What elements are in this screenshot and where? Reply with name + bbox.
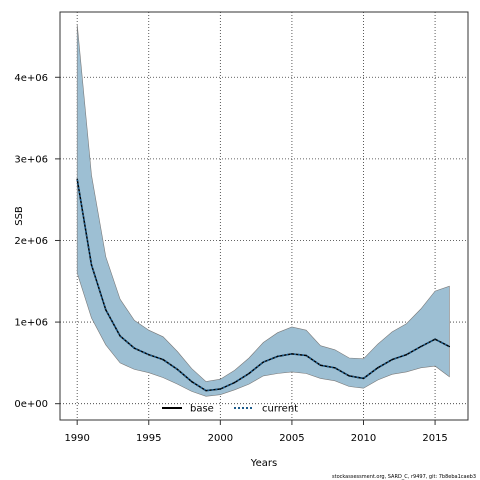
- x-tick-label-2000: 2000: [208, 433, 233, 444]
- y-axis: 0e+00 1e+06 2e+06 3e+06 4e+06: [14, 73, 60, 410]
- point-current-2010: [362, 377, 365, 379]
- point-current-2016: [448, 345, 450, 348]
- point-current-1993: [119, 335, 121, 337]
- legend-current-label: current: [262, 404, 298, 415]
- y-tick-label-2: 2e+06: [14, 236, 48, 247]
- data-points: [76, 178, 450, 392]
- point-current-2012: [391, 359, 393, 361]
- point-current-1999: [205, 390, 207, 392]
- y-tick-label-0: 0e+00: [14, 399, 48, 410]
- point-current-1991: [90, 264, 93, 266]
- point-current-1997: [176, 368, 178, 371]
- legend-base-label: base: [190, 404, 214, 415]
- point-current-2002: [248, 372, 250, 375]
- point-current-1996: [162, 359, 164, 361]
- point-current-2013: [405, 354, 408, 356]
- point-current-1995: [148, 354, 150, 356]
- footer-note: stockassessment.org, SARD_C, r9497, git:…: [332, 474, 476, 480]
- point-current-1998: [191, 381, 193, 383]
- point-current-1994: [133, 347, 136, 349]
- x-tick-label-2010: 2010: [351, 433, 376, 444]
- legend: base current: [162, 404, 298, 415]
- point-current-2011: [377, 367, 379, 369]
- point-current-2009: [348, 375, 350, 377]
- x-tick-label-1990: 1990: [64, 433, 89, 444]
- confidence-band-area: [76, 24, 450, 397]
- x-tick-label-2015: 2015: [422, 433, 447, 444]
- x-axis: 1990 1995 2000 2005 2010 2015: [64, 420, 448, 444]
- x-axis-title: Years: [250, 458, 277, 469]
- x-tick-label-1995: 1995: [136, 433, 161, 444]
- point-current-2007: [319, 364, 322, 366]
- point-current-2004: [277, 355, 279, 357]
- point-current-2000: [219, 388, 221, 390]
- plot-frame: [59, 11, 469, 421]
- point-current-1992: [105, 309, 107, 311]
- y-tick-label-1: 1e+06: [14, 318, 48, 329]
- confidence-band: [76, 24, 450, 397]
- point-current-2001: [234, 381, 236, 384]
- y-tick-label-4: 4e+06: [14, 73, 48, 84]
- point-current-2014: [420, 345, 422, 348]
- point-current-1990: [76, 178, 78, 180]
- point-current-2015: [434, 338, 436, 340]
- y-tick-label-3: 3e+06: [14, 154, 48, 165]
- point-current-2006: [305, 354, 307, 357]
- y-axis-title: SSB: [14, 206, 25, 226]
- point-current-2008: [334, 367, 336, 369]
- point-current-2005: [291, 353, 293, 355]
- x-tick-label-2005: 2005: [279, 433, 304, 444]
- point-current-2003: [262, 361, 264, 363]
